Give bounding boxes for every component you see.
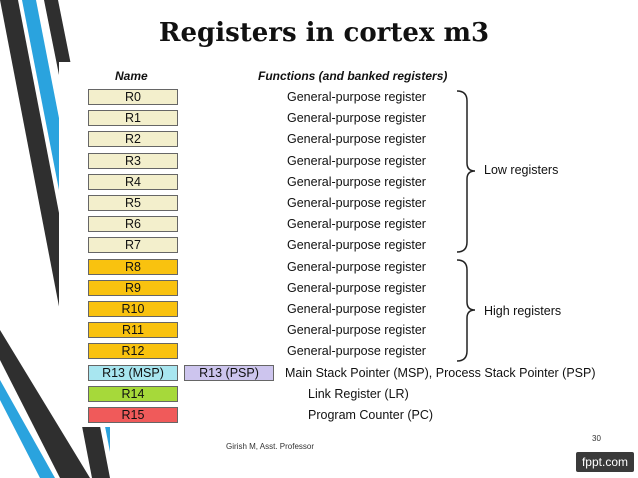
register-function: General-purpose register bbox=[287, 280, 426, 295]
register-box-r7: R7 bbox=[88, 237, 178, 254]
column-header-functions: Functions (and banked registers) bbox=[258, 69, 448, 83]
register-function: General-purpose register bbox=[287, 238, 426, 253]
register-function: General-purpose register bbox=[287, 259, 426, 274]
register-box-r13-msp: R13 (MSP) bbox=[88, 364, 178, 381]
register-function: General-purpose register bbox=[287, 323, 426, 338]
register-box-r12: R12 bbox=[88, 343, 178, 360]
register-box-r2: R2 bbox=[88, 131, 178, 148]
register-function: Main Stack Pointer (MSP), Process Stack … bbox=[285, 365, 596, 380]
register-function: General-purpose register bbox=[287, 153, 426, 168]
register-box-r14: R14 bbox=[88, 385, 178, 402]
register-function: General-purpose register bbox=[287, 196, 426, 210]
high-registers-label: High registers bbox=[484, 304, 562, 318]
register-box-r10: R10 bbox=[88, 301, 178, 317]
register-function: General-purpose register bbox=[287, 111, 426, 126]
register-function: General-purpose register bbox=[287, 174, 426, 189]
low-registers-label: Low registers bbox=[484, 163, 559, 177]
register-function: General-purpose register bbox=[287, 302, 426, 316]
register-function: General-purpose register bbox=[287, 217, 426, 232]
register-box-r8: R8 bbox=[88, 258, 178, 275]
register-function: Link Register (LR) bbox=[308, 386, 409, 401]
register-box-r15: R15 bbox=[88, 407, 178, 423]
register-box-r1: R1 bbox=[88, 110, 178, 127]
register-box-r13-psp: R13 (PSP) bbox=[184, 364, 274, 381]
register-box-r4: R4 bbox=[88, 173, 178, 190]
register-function: Program Counter (PC) bbox=[308, 408, 434, 422]
low-registers-brace bbox=[456, 90, 476, 253]
brand-logo: fppt.com bbox=[575, 452, 634, 472]
register-box-r5: R5 bbox=[88, 195, 178, 211]
register-box-r11: R11 bbox=[88, 322, 178, 339]
register-box-r6: R6 bbox=[88, 216, 178, 233]
register-diagram: Name Functions (and banked registers) R0… bbox=[59, 62, 616, 427]
column-header-name: Name bbox=[115, 69, 148, 83]
high-registers-brace bbox=[456, 259, 476, 362]
register-function: General-purpose register bbox=[287, 90, 426, 104]
register-function: General-purpose register bbox=[287, 344, 426, 359]
register-box-r0: R0 bbox=[88, 89, 178, 105]
slide-title: Registers in cortex m3 bbox=[158, 18, 490, 48]
register-function: General-purpose register bbox=[287, 132, 426, 147]
page-number: 30 bbox=[592, 434, 601, 443]
register-box-r9: R9 bbox=[88, 279, 178, 296]
register-box-r3: R3 bbox=[88, 152, 178, 169]
footer-author: Girish M, Asst. Professor bbox=[226, 442, 315, 451]
